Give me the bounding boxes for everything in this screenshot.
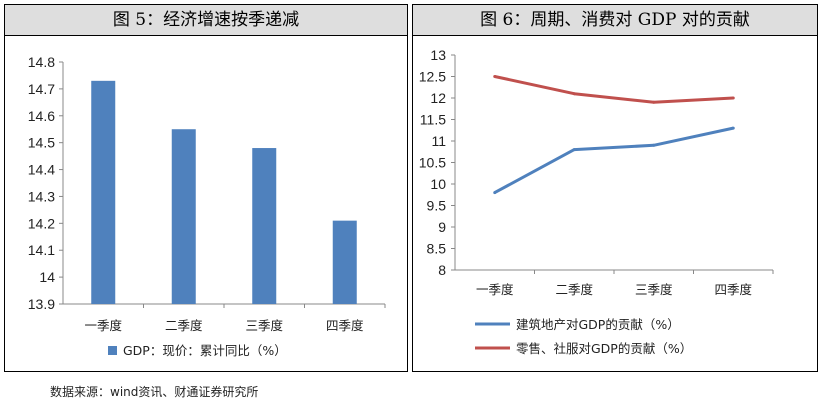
- data-point: [731, 126, 735, 130]
- data-point: [493, 75, 497, 78]
- data-point: [572, 92, 576, 96]
- y-tick-label: 14.2: [28, 215, 55, 231]
- y-tick-label: 14.7: [28, 81, 55, 97]
- y-tick-label: 9.5: [427, 198, 447, 214]
- x-tick-label: 二季度: [555, 282, 593, 297]
- y-tick-label: 14.5: [28, 135, 55, 151]
- source-note: 数据来源：wind资讯、财通证券研究所: [50, 385, 259, 399]
- x-tick-label: 四季度: [326, 318, 364, 333]
- legend-label: 建筑地产对GDP的贡献（%）: [516, 317, 680, 332]
- x-tick-label: 一季度: [84, 318, 122, 333]
- legend-label: 零售、社服对GDP的贡献（%）: [516, 341, 692, 356]
- y-tick-label: 8: [438, 262, 446, 278]
- x-tick-label: 三季度: [635, 282, 673, 297]
- y-tick-label: 12.5: [419, 69, 446, 85]
- y-tick-label: 14.8: [28, 54, 55, 70]
- legend-swatch: [108, 346, 117, 355]
- chart-panel-right: 图 6：周期、消费对 GDP 对的贡献 8 8.5 9 9.5 10 10.5 11 11.5…: [412, 4, 818, 372]
- bar: [252, 148, 277, 304]
- y-tick-label: 10.5: [419, 155, 446, 171]
- y-tick-label: 14.6: [28, 108, 55, 124]
- x-tick-label: 一季度: [476, 282, 514, 297]
- legend-label: GDP：现价：累计同比（%）: [123, 343, 287, 358]
- bar-chart: 13.9 14 14.1 14.2 14.3 14.4 14.5 14.6 14.7 14.8 一季…: [28, 54, 386, 358]
- y-tick-label: 14.3: [28, 188, 55, 204]
- y-tick-label: 9: [438, 219, 446, 235]
- y-tick-label: 11: [431, 133, 446, 149]
- y-tick-label: 12: [430, 90, 446, 106]
- chart-title: 图 6：周期、消费对 GDP 对的贡献: [413, 5, 817, 36]
- x-tick-label: 四季度: [714, 282, 752, 297]
- data-point: [493, 191, 497, 195]
- series-line: [494, 126, 734, 194]
- series-line: [494, 75, 734, 104]
- data-point: [731, 96, 735, 100]
- y-tick-label: 13: [430, 47, 446, 63]
- y-tick-label: 8.5: [427, 241, 447, 257]
- y-tick-label: 14.4: [28, 162, 55, 178]
- data-point: [652, 143, 656, 147]
- line-chart: 8 8.5 9 9.5 10 10.5 11 11.5 12 12.5 13 一季度 二季度 三季度 四季度…: [419, 47, 774, 356]
- data-point: [572, 148, 576, 152]
- bar: [171, 129, 196, 304]
- bar: [332, 220, 357, 304]
- bar: [91, 80, 116, 304]
- y-tick-label: 14: [39, 269, 55, 285]
- y-tick-label: 14.1: [28, 242, 55, 258]
- data-point: [652, 100, 656, 104]
- chart-panel-left: 图 5：经济增速按季递减 13.9 14 14.1 14.2 14.3 14.4 14.5 1…: [4, 4, 408, 372]
- y-tick-label: 13.9: [28, 296, 55, 312]
- x-tick-label: 三季度: [245, 318, 283, 333]
- x-tick-label: 二季度: [165, 318, 203, 333]
- y-tick-label: 11.5: [420, 112, 446, 128]
- y-tick-label: 10: [430, 176, 446, 192]
- chart-title: 图 5：经济增速按季递减: [5, 5, 407, 36]
